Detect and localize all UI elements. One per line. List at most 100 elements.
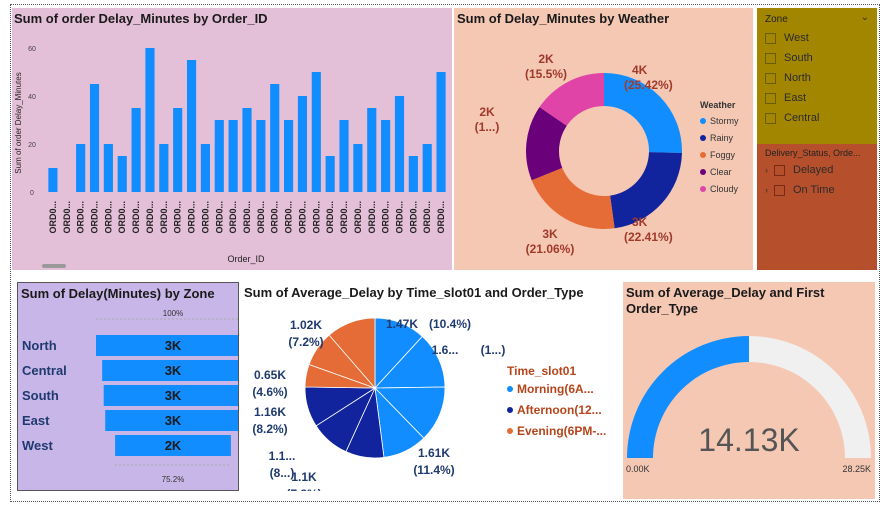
- funnel-bar: [96, 335, 238, 356]
- legend-dot-icon: [700, 118, 706, 124]
- pie-value-label: 1.16K: [254, 405, 286, 419]
- bar: [131, 108, 141, 192]
- zone-option[interactable]: West: [765, 32, 809, 44]
- legend-label: Afternoon(12...: [517, 403, 602, 417]
- donut-pct-label: (22.41%): [624, 230, 673, 244]
- bar: [103, 144, 113, 192]
- pie-legend-title: Time_slot01: [507, 364, 577, 378]
- pie-value-label: 1.6...: [432, 343, 459, 357]
- bar-chart-title: Sum of order Delay_Minutes by Order_ID: [14, 11, 268, 26]
- donut-pct-label: (21.06%): [526, 242, 575, 256]
- delivery-status-slicer[interactable]: Delivery_Status, Orde... › Delayed › On Tim…: [757, 144, 877, 270]
- funnel-top-label: 100%: [163, 309, 183, 318]
- checkbox-icon[interactable]: [774, 184, 785, 196]
- donut-legend-item[interactable]: Rainy: [700, 133, 733, 143]
- pie-chart: 1.47K (10.4%) 1.6... (1...) 1.61K (11.4%) 1.1K…: [252, 317, 506, 491]
- donut-value-label: 3K: [542, 227, 558, 241]
- x-tick-label: ORD0...: [394, 201, 404, 234]
- donut-legend-item[interactable]: Stormy: [700, 116, 739, 126]
- donut-slice: [610, 152, 682, 229]
- legend-label: Foggy: [710, 150, 736, 160]
- y-tick-label: 40: [28, 94, 36, 101]
- funnel-bar: [115, 435, 231, 456]
- y-tick-label: 20: [28, 142, 36, 149]
- pie-legend-item[interactable]: Morning(6A...: [507, 382, 594, 396]
- bar: [325, 156, 335, 192]
- pie-chart-title: Sum of Average_Delay by Time_slot01 and …: [244, 285, 584, 300]
- status-option-label: On Time: [793, 184, 835, 196]
- x-axis-label: Order_ID: [227, 254, 265, 264]
- chevron-right-icon[interactable]: ›: [765, 185, 768, 195]
- x-tick-label: ORD0...: [408, 201, 418, 234]
- funnel-value-label: 3K: [165, 338, 182, 353]
- y-axis-label: Sum of order Delay_Minutes: [14, 72, 23, 173]
- status-option[interactable]: › Delayed: [765, 164, 833, 176]
- checkbox-icon[interactable]: [765, 52, 776, 64]
- donut-value-label: 3K: [632, 215, 648, 229]
- zone-option-label: West: [784, 32, 809, 44]
- x-tick-label: ORD0...: [353, 201, 363, 234]
- funnel-panel[interactable]: Sum of Delay(Minutes) by Zone 100% 3K Nort…: [17, 282, 239, 491]
- funnel-value-label: 3K: [165, 363, 182, 378]
- checkbox-icon[interactable]: [765, 72, 776, 84]
- checkbox-icon[interactable]: [765, 92, 776, 104]
- bar: [408, 156, 418, 192]
- funnel-title: Sum of Delay(Minutes) by Zone: [21, 286, 215, 301]
- gauge-track: [749, 336, 871, 458]
- bar: [200, 144, 210, 192]
- chevron-down-icon[interactable]: ⌄: [860, 12, 869, 23]
- zone-slicer-title: Zone: [765, 14, 788, 25]
- x-tick-label: ORD0...: [297, 201, 307, 234]
- donut-legend-item[interactable]: Clear: [700, 167, 732, 177]
- bar-chart: 60 40 20 0 Sum of order Delay_Minutes ORD0...…: [14, 46, 446, 264]
- legend-dot-icon: [700, 186, 706, 192]
- legend-dot-icon: [700, 169, 706, 175]
- report-canvas: [10, 4, 880, 502]
- zone-option[interactable]: South: [765, 52, 813, 64]
- bar-chart-panel[interactable]: Sum of order Delay_Minutes by Order_ID 6…: [12, 8, 452, 270]
- pie-pct-label: (11.4%): [413, 463, 454, 477]
- pie-pct-label: (4.6%): [252, 385, 287, 399]
- pie-chart-panel[interactable]: Sum of Average_Delay by Time_slot01 and …: [242, 282, 620, 491]
- gauge-panel[interactable]: Sum of Average_Delay and First Order_Typ…: [623, 282, 875, 499]
- status-option[interactable]: › On Time: [765, 184, 835, 196]
- funnel-zone-label: North: [22, 338, 57, 353]
- zone-option-label: East: [784, 92, 807, 104]
- x-tick-label: ORD0...: [131, 201, 141, 234]
- donut-value-label: 2K: [538, 52, 554, 66]
- donut-slice: [526, 107, 567, 181]
- checkbox-icon[interactable]: [765, 32, 776, 44]
- donut-legend-item[interactable]: Cloudy: [700, 184, 738, 194]
- donut-chart-panel[interactable]: Sum of Delay_Minutes by Weather 4K (25.42…: [454, 8, 753, 270]
- bar: [48, 168, 58, 192]
- legend-dot-icon: [507, 428, 513, 434]
- bar: [311, 72, 321, 192]
- funnel-chart: 100% 3K North 3K Central 3K South 3K East 2K West 7…: [22, 309, 238, 484]
- zone-option[interactable]: East: [765, 92, 806, 104]
- donut-legend-item[interactable]: Foggy: [700, 150, 735, 160]
- zone-option[interactable]: North: [765, 72, 811, 84]
- pie-value-label: 1.61K: [418, 446, 450, 460]
- x-tick-label: ORD0...: [284, 201, 294, 234]
- funnel-bottom-label: 75.2%: [162, 475, 185, 484]
- checkbox-icon[interactable]: [774, 164, 785, 176]
- legend-label: Clear: [710, 167, 732, 177]
- pie-legend-item[interactable]: Evening(6PM-...: [507, 424, 606, 438]
- y-tick-label: 60: [28, 46, 36, 53]
- bar: [436, 72, 446, 192]
- chevron-right-icon[interactable]: ›: [765, 165, 768, 175]
- donut-value-label: 2K: [479, 105, 495, 119]
- zone-slicer[interactable]: Zone ⌄ West South North East Central: [757, 8, 877, 144]
- bar: [173, 108, 183, 192]
- x-tick-label: ORD0...: [381, 201, 391, 234]
- pie-legend-item[interactable]: Afternoon(12...: [507, 403, 602, 417]
- x-tick-label: ORD0...: [103, 201, 113, 234]
- pie-value-label: 1.02K: [290, 318, 322, 332]
- bar-chart-scrollbar[interactable]: [42, 264, 66, 268]
- bar: [367, 108, 377, 192]
- bar: [242, 108, 252, 192]
- funnel-value-label: 2K: [165, 438, 182, 453]
- checkbox-icon[interactable]: [765, 112, 776, 124]
- zone-option[interactable]: Central: [765, 112, 819, 124]
- pie-pct-label: (1...): [481, 343, 506, 357]
